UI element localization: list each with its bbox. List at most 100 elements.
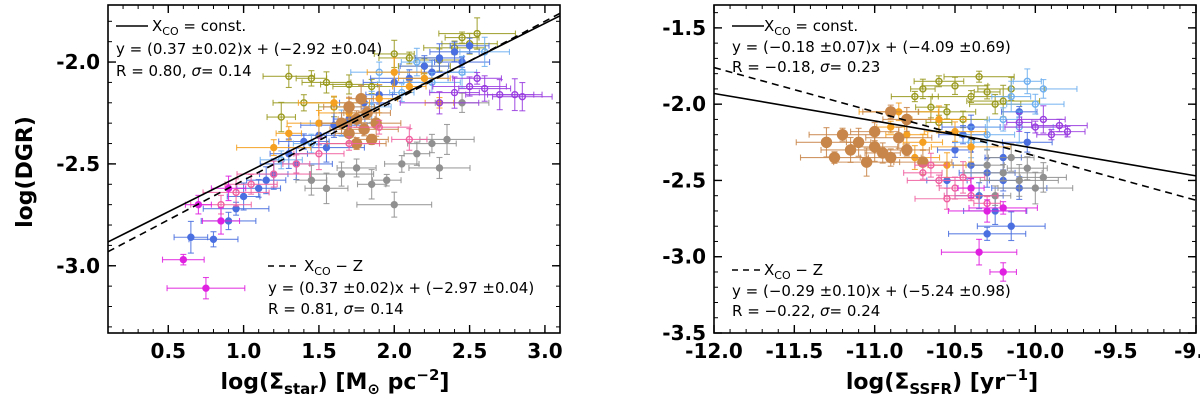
point-marker: [1007, 222, 1015, 230]
point-marker: [887, 123, 895, 131]
left-point-purple-7: [399, 91, 480, 115]
point-marker: [1015, 176, 1023, 185]
right-point-brown-6: [820, 136, 881, 163]
left-point-gray-5: [384, 155, 420, 173]
point-marker: [398, 160, 406, 168]
left-point-magenta-1: [166, 276, 246, 300]
right-fit-line-const: [713, 92, 1197, 177]
right-point-magenta-0: [940, 238, 1018, 266]
left-fit-equation-top: y = (0.37 ±0.02)x + (−2.92 ±0.04): [116, 40, 382, 58]
left-xtick-label: 2.0: [377, 339, 412, 363]
left-ytick-label: -2.0: [56, 50, 100, 74]
right-point-purple-4: [1021, 105, 1066, 134]
point-marker: [315, 119, 323, 127]
right-xtick-label: -10.5: [926, 339, 984, 363]
right-point-purple-5: [1031, 118, 1088, 133]
right-point-olive-6: [915, 96, 947, 119]
point-marker: [322, 78, 331, 87]
point-marker: [1031, 100, 1040, 108]
point-marker: [367, 180, 376, 188]
point-marker: [951, 82, 959, 90]
right-point-brown-0: [808, 127, 877, 142]
left-point-blue-1: [188, 231, 239, 248]
point-marker: [450, 48, 459, 56]
left-fit-stats-bottom: R = 0.81, σ= 0.14: [268, 300, 404, 318]
point-marker: [999, 268, 1007, 276]
right-point-purple-3: [1049, 125, 1086, 138]
point-marker: [820, 136, 833, 149]
right-point-olive-12: [890, 90, 939, 103]
right-xtick-label: -12.0: [685, 339, 743, 363]
point-marker: [943, 108, 951, 116]
left-ticks: 0.5 1.0 1.5 2.0 2.5 3.0 -3.0 -2.5 -2.0: [56, 5, 563, 363]
point-marker: [420, 74, 429, 83]
right-ytick-label: -2.5: [662, 168, 706, 192]
left-annotation-top: XCO = const. y = (0.37 ±0.02)x + (−2.92 …: [116, 17, 382, 80]
left-point-gray-10: [295, 164, 328, 196]
left-point-orange-9: [398, 72, 451, 85]
left-xtick-label: 2.5: [452, 339, 487, 363]
point-marker: [844, 144, 857, 156]
right-point-lightblue-3: [1006, 93, 1065, 115]
right-data-points: [795, 68, 1088, 282]
left-point-magenta-0: [161, 253, 205, 266]
right-point-pink-7: [914, 187, 980, 210]
point-marker: [365, 133, 378, 146]
left-point-gray-11: [408, 156, 471, 180]
right-ytick-label: -1.5: [662, 16, 706, 40]
left-point-gray-8: [419, 123, 475, 155]
point-marker: [343, 101, 355, 113]
left-point-purple-2: [458, 75, 512, 102]
right-ytick-label: -3.5: [662, 321, 706, 345]
point-marker: [518, 92, 527, 101]
point-marker: [919, 138, 927, 147]
point-marker: [367, 82, 376, 91]
right-point-blue-11: [1001, 131, 1053, 153]
point-marker: [315, 150, 323, 158]
left-plot-frame: [107, 4, 561, 334]
point-marker: [935, 115, 943, 124]
right-point-pink-5: [914, 152, 948, 178]
left-ytick-label: -3.0: [56, 254, 100, 278]
right-xtick-label: -10.0: [1007, 339, 1065, 363]
point-marker: [1031, 123, 1040, 131]
point-marker: [1039, 115, 1048, 124]
point-marker: [511, 90, 519, 99]
point-marker: [358, 123, 370, 135]
right-point-magenta-3: [968, 201, 1038, 215]
left-point-brown-8: [348, 84, 374, 113]
point-marker: [217, 217, 225, 225]
right-point-brown-12: [799, 151, 870, 164]
point-marker: [999, 204, 1007, 212]
right-legend-top: XCO = const.: [764, 17, 858, 38]
right-point-brown-11: [850, 122, 900, 142]
right-point-lightblue-0: [959, 119, 1016, 150]
point-marker: [405, 54, 414, 62]
left-point-magenta-3: [210, 175, 247, 202]
point-marker: [322, 143, 331, 152]
left-point-gray-1: [308, 161, 375, 187]
point-marker: [991, 100, 999, 108]
point-marker: [935, 77, 943, 85]
point-marker: [975, 73, 983, 81]
point-marker: [435, 164, 444, 172]
right-fit-equation-top: y = (−0.18 ±0.07)x + (−4.09 ±0.69): [732, 38, 1011, 56]
point-marker: [959, 173, 967, 182]
left-point-gray-3: [356, 169, 387, 200]
left-point-olive-11: [438, 17, 516, 50]
point-marker: [828, 151, 841, 164]
right-point-gray-1: [963, 164, 1043, 182]
left-legend-bottom: XCO − Z: [304, 257, 363, 278]
point-marker: [1039, 173, 1048, 182]
left-point-blue-19: [202, 201, 270, 216]
left-point-orange-1: [275, 126, 303, 141]
right-point-olive-0: [910, 78, 936, 100]
right-point-gray-2: [979, 163, 1059, 197]
left-point-purple-1: [432, 76, 507, 97]
left-fit-lines: [107, 12, 561, 253]
left-point-pink-8: [391, 128, 428, 151]
point-marker: [1023, 77, 1032, 85]
point-marker: [999, 169, 1007, 177]
left-point-purple-6: [452, 71, 503, 85]
point-marker: [450, 88, 459, 97]
